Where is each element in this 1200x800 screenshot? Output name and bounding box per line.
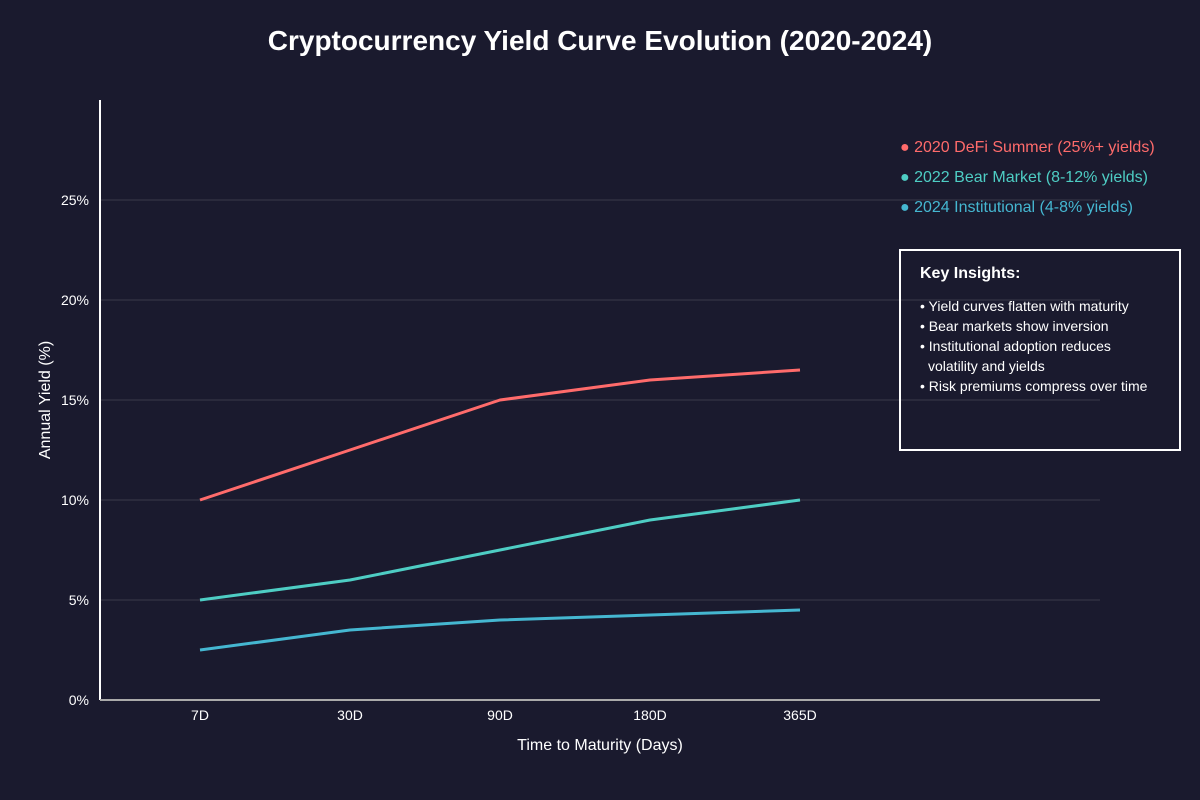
- legend-bullet: ●: [900, 199, 915, 216]
- legend: ● 2020 DeFi Summer (25%+ yields) ● 2022 B…: [900, 133, 1155, 223]
- x-tick-labels: 7D 30D 90D 180D 365D: [191, 707, 817, 723]
- x-axis-label: Time to Maturity (Days): [517, 737, 683, 754]
- y-tick-label: 10%: [61, 492, 89, 508]
- legend-label: 2020 DeFi Summer (25%+ yields): [914, 139, 1155, 156]
- y-tick-label: 20%: [61, 292, 89, 308]
- x-tick-label: 365D: [783, 707, 816, 723]
- series-line: [199, 608, 801, 652]
- insight-item: • Risk premiums compress over time: [920, 378, 1148, 394]
- legend-item: ● 2020 DeFi Summer (25%+ yields): [900, 133, 1155, 163]
- key-insights-title: Key Insights:: [920, 265, 1021, 282]
- grid-lines: [100, 199, 1100, 601]
- key-insights-list: • Yield curves flatten with maturity • Be…: [920, 296, 1160, 396]
- legend-item: ● 2024 Institutional (4-8% yields): [900, 193, 1155, 223]
- insight-item: • Bear markets show inversion: [920, 318, 1109, 334]
- x-tick-label: 180D: [633, 707, 666, 723]
- insight-item: • Institutional adoption reduces volatil…: [920, 338, 1111, 374]
- chart-title: Cryptocurrency Yield Curve Evolution (20…: [268, 25, 932, 56]
- legend-bullet: ●: [900, 169, 915, 186]
- legend-item: ● 2022 Bear Market (8-12% yields): [900, 163, 1155, 193]
- y-tick-label: 15%: [61, 392, 89, 408]
- x-tick-label: 30D: [337, 707, 363, 723]
- y-tick-label: 0%: [69, 692, 89, 708]
- insight-item: • Yield curves flatten with maturity: [920, 298, 1129, 314]
- x-tick-label: 90D: [487, 707, 513, 723]
- y-axis-label: Annual Yield (%): [37, 341, 54, 459]
- series-line: [199, 368, 801, 502]
- legend-bullet: ●: [900, 139, 915, 156]
- y-tick-labels: 0% 5% 10% 15% 20% 25%: [61, 192, 89, 708]
- x-tick-label: 7D: [191, 707, 209, 723]
- series-line: [199, 498, 801, 602]
- legend-label: 2022 Bear Market (8-12% yields): [914, 169, 1148, 186]
- y-tick-label: 5%: [69, 592, 89, 608]
- key-insights-box: Key Insights: • Yield curves flatten wit…: [899, 249, 1181, 451]
- legend-label: 2024 Institutional (4-8% yields): [914, 199, 1133, 216]
- series-lines: [199, 368, 801, 652]
- y-tick-label: 25%: [61, 192, 89, 208]
- axes: [99, 100, 1100, 701]
